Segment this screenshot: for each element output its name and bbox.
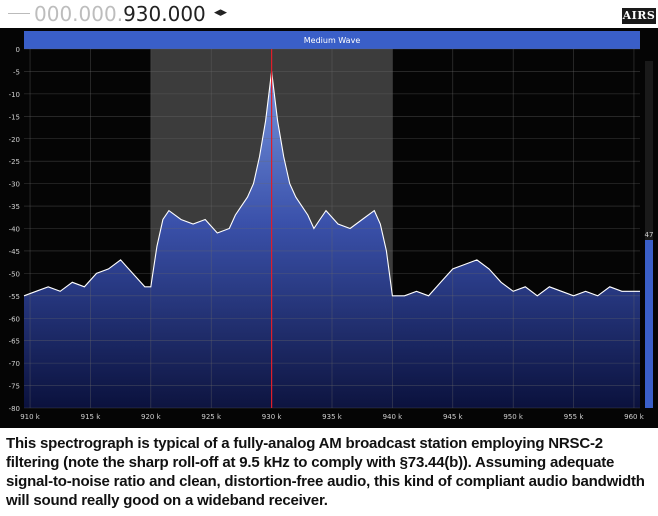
y-tick-label: -15 (9, 113, 20, 121)
y-tick-label: -5 (13, 68, 20, 76)
x-tick-label: 915 k (81, 413, 102, 421)
x-tick-label: 945 k (443, 413, 464, 421)
x-tick-label: 935 k (322, 413, 343, 421)
frequency-value: 930.000 (123, 2, 206, 26)
y-tick-label: -75 (9, 383, 20, 391)
frequency-prefix: 000.000. (34, 2, 124, 26)
signal-meter-track (645, 61, 653, 408)
y-tick-label: -60 (9, 315, 20, 323)
x-tick-label: 920 k (141, 413, 162, 421)
logo: AIRS (622, 8, 656, 24)
y-tick-label: -25 (9, 158, 20, 166)
y-tick-label: -30 (9, 181, 20, 189)
y-tick-label: -35 (9, 203, 20, 211)
x-tick-label: 950 k (503, 413, 524, 421)
signal-meter-label: 47 (645, 231, 654, 239)
frequency-display[interactable]: 000.000.930.000 (34, 2, 206, 26)
x-tick-label: 940 k (383, 413, 404, 421)
y-tick-label: -10 (9, 91, 20, 99)
y-tick-label: -55 (9, 293, 20, 301)
y-tick-label: -80 (9, 405, 20, 413)
y-tick-label: -45 (9, 248, 20, 256)
band-label: Medium Wave (304, 36, 361, 45)
spectrum-chart[interactable]: Medium Wave 0 -5 -10 -15 -20 -25 -30 -35 -40 -45 -… (0, 28, 658, 428)
x-tick-label: 960 k (624, 413, 645, 421)
band-bar[interactable] (24, 31, 640, 49)
y-tick-label: -70 (9, 360, 20, 368)
y-tick-label: 0 (16, 46, 20, 54)
y-tick-label: -40 (9, 226, 20, 234)
frequency-bar: 000.000.930.000 ◂▸ AIRS (0, 0, 658, 28)
x-tick-label: 925 k (201, 413, 222, 421)
y-tick-label: -20 (9, 136, 20, 144)
spectrum-trace (23, 71, 640, 297)
y-tick-label: -65 (9, 338, 20, 346)
y-tick-label: -50 (9, 270, 20, 278)
x-tick-label: 930 k (262, 413, 283, 421)
x-tick-label: 910 k (20, 413, 41, 421)
tune-arrows-icon[interactable]: ◂▸ (214, 5, 228, 20)
x-tick-label: 955 k (564, 413, 585, 421)
divider (8, 13, 30, 14)
spectrum-display[interactable]: Medium Wave 0 -5 -10 -15 -20 -25 -30 -35 -40 -45 -… (0, 28, 658, 428)
signal-meter-bar (645, 240, 653, 408)
caption: This spectrograph is typical of a fully-… (6, 435, 645, 509)
